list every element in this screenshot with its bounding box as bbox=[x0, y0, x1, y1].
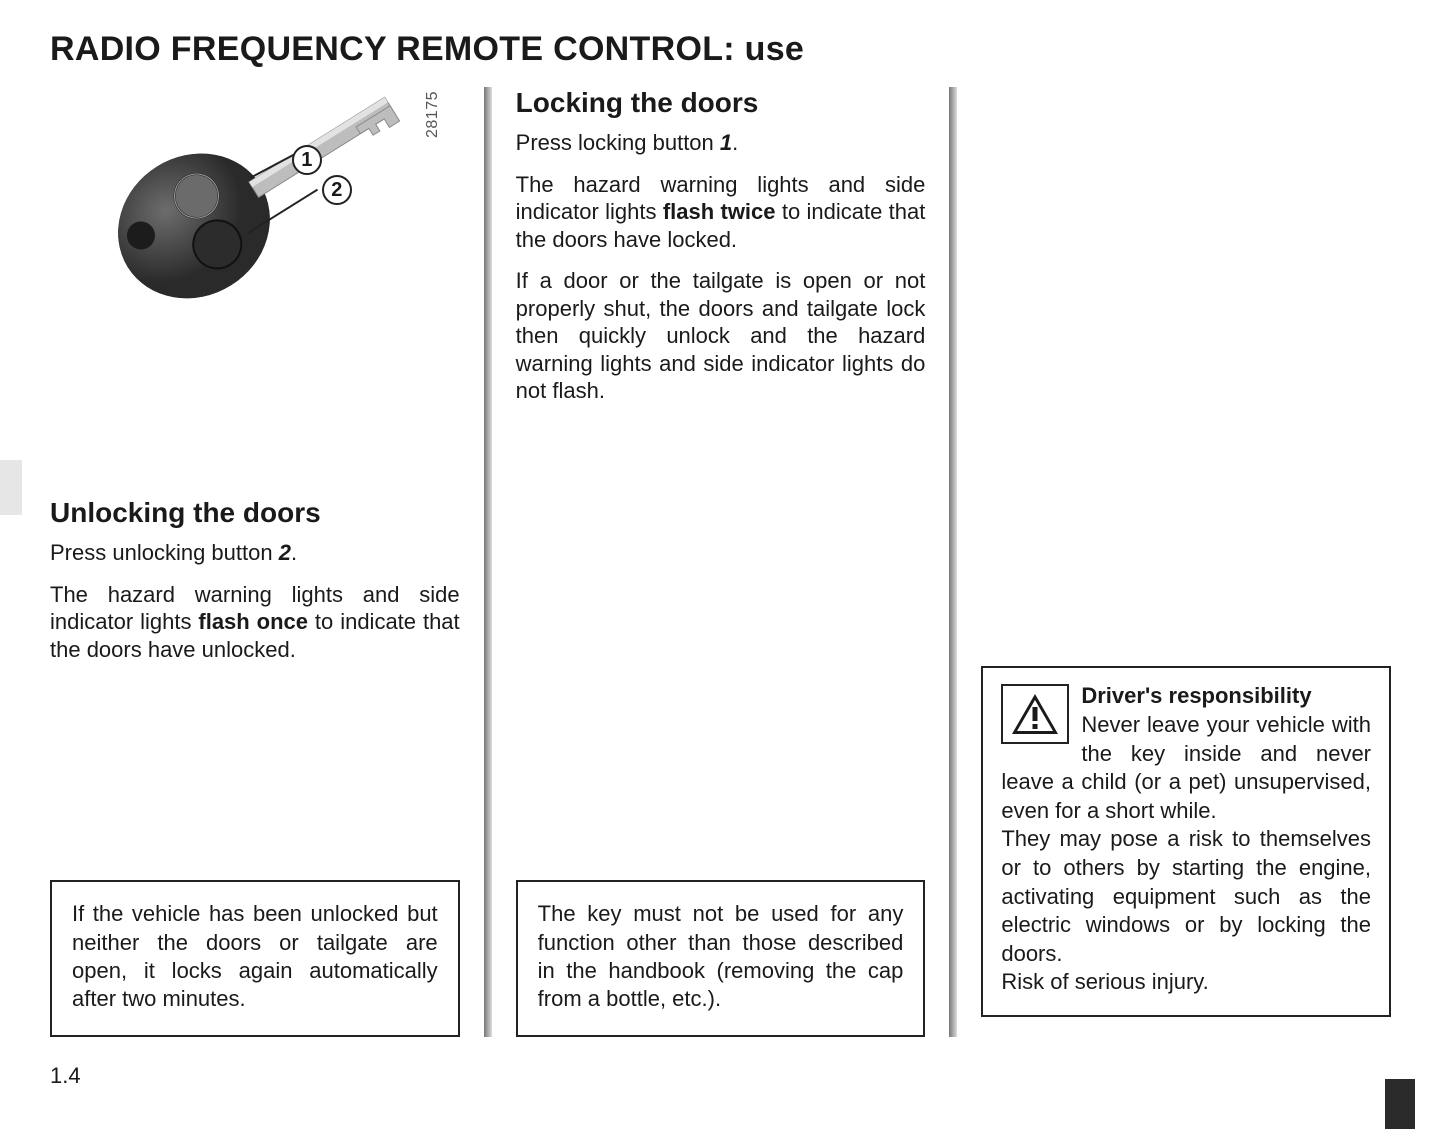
side-tab-marker bbox=[0, 460, 22, 515]
column-divider-1 bbox=[484, 87, 492, 1037]
driver-responsibility-warning: Driver's responsibility Never leave your… bbox=[981, 666, 1391, 1017]
unlocking-p2: The hazard warning lights and side indic… bbox=[50, 581, 460, 664]
column-divider-2 bbox=[949, 87, 957, 1037]
key-figure: 28175 bbox=[90, 87, 420, 407]
manual-page: RADIO FREQUENCY REMOTE CONTROL: use 2817… bbox=[0, 0, 1445, 1129]
button-ref-1: 1 bbox=[720, 130, 732, 155]
page-number: 1.4 bbox=[50, 1063, 81, 1089]
text: . bbox=[732, 130, 738, 155]
key-illustration-svg bbox=[90, 87, 420, 407]
auto-relock-note: If the vehicle has been unlocked but nei… bbox=[50, 880, 460, 1037]
column-2: Locking the doors Press locking button 1… bbox=[492, 87, 950, 1037]
warning-p3: Risk of serious injury. bbox=[1001, 969, 1208, 994]
column-3: Driver's responsibility Never leave your… bbox=[957, 87, 1415, 1037]
unlocking-p1: Press unlocking button 2. bbox=[50, 539, 460, 567]
figure-id: 28175 bbox=[424, 91, 442, 138]
warning-title: Driver's responsibility bbox=[1081, 683, 1311, 708]
title-sub: use bbox=[745, 30, 805, 68]
spacer bbox=[516, 419, 926, 881]
column-1: 28175 bbox=[50, 87, 484, 1037]
spacer bbox=[50, 677, 460, 880]
key-usage-note: The key must not be used for any functio… bbox=[516, 880, 926, 1037]
warning-icon bbox=[1001, 684, 1069, 744]
locking-p2: The hazard warning lights and side indic… bbox=[516, 171, 926, 254]
columns-container: 28175 bbox=[50, 87, 1415, 1037]
warning-p2: They may pose a risk to themselves or to… bbox=[1001, 826, 1371, 965]
button-ref-2: 2 bbox=[279, 540, 291, 565]
flash-once: flash once bbox=[198, 609, 308, 634]
locking-p3: If a door or the tailgate is open or not… bbox=[516, 267, 926, 405]
callout-2: 2 bbox=[322, 175, 352, 205]
callout-1: 1 bbox=[292, 145, 322, 175]
spacer bbox=[50, 447, 460, 497]
flash-twice: flash twice bbox=[663, 199, 776, 224]
page-title: RADIO FREQUENCY REMOTE CONTROL: use bbox=[50, 30, 1415, 69]
warning-triangle-icon bbox=[1010, 692, 1060, 736]
text: . bbox=[291, 540, 297, 565]
locking-heading: Locking the doors bbox=[516, 87, 926, 119]
locking-p1: Press locking button 1. bbox=[516, 129, 926, 157]
spacer bbox=[981, 1017, 1391, 1037]
text: Press unlocking button bbox=[50, 540, 279, 565]
unlocking-heading: Unlocking the doors bbox=[50, 497, 460, 529]
edge-tab-marker bbox=[1385, 1079, 1415, 1129]
text: Press locking button bbox=[516, 130, 720, 155]
title-main: RADIO FREQUENCY REMOTE CONTROL: bbox=[50, 30, 745, 68]
